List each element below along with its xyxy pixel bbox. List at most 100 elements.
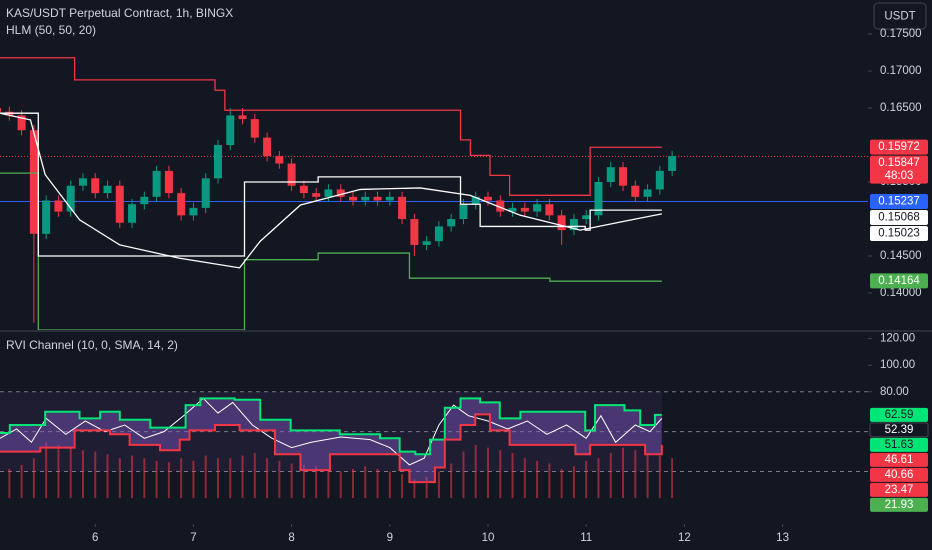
hlm-line [0,112,662,257]
price-label: 46.61 [885,454,914,466]
price-label: 0.15972 [878,141,920,153]
hlm-line [0,57,662,196]
histogram-bar [585,460,588,499]
candle-body [410,219,419,245]
histogram-bar [167,462,170,499]
x-tick-label: 12 [678,532,691,544]
candle-body [508,207,517,212]
candle-body [324,189,333,197]
price-label-box [870,407,928,422]
histogram-bar [376,468,379,499]
histogram-bar [523,458,526,499]
histogram-bar [671,458,674,499]
histogram-bar [327,468,330,499]
x-tick-label: 7 [190,532,196,544]
candle-body [213,145,222,179]
price-label: 0.14164 [878,275,920,287]
candle-body [631,185,640,197]
hlm-line [0,112,662,269]
histogram-bar [229,458,232,499]
histogram-bar [216,458,219,499]
y-tick-label: 0.17000 [880,65,922,77]
candle-body [189,207,198,216]
candle-body [275,156,284,164]
histogram-bar [315,466,318,499]
candle-body [668,156,677,171]
candle-body [348,196,357,201]
candle-body [226,115,235,146]
histogram-bar [180,458,183,499]
indicator-title: HLM (50, 50, 20) [6,23,96,37]
histogram-bar [20,464,23,499]
price-label-box [870,497,928,512]
candle-body [91,178,100,194]
candle-body [484,196,493,201]
candle-body [66,185,75,212]
price-label-box [870,437,928,452]
histogram-bar [425,476,428,499]
candle-body [545,204,554,216]
candle-body [152,170,161,197]
histogram-bar [487,447,490,499]
candle-body [287,163,296,186]
histogram-bar [94,451,97,499]
y-tick-label: 0.16500 [880,102,922,114]
histogram-bar [155,460,158,499]
price-label: 51.63 [885,439,914,451]
candle-body [520,207,529,212]
histogram-bar [290,463,293,499]
hlm-line [0,172,662,330]
price-label-box [870,467,928,482]
candle-body [250,119,259,138]
x-tick-label: 13 [776,532,789,544]
histogram-bar [622,447,625,499]
y-tick-label: 0.14500 [880,250,922,262]
currency-button[interactable] [873,2,927,30]
histogram-bar [401,474,404,499]
price-label-box [869,422,929,438]
histogram-bar [57,444,60,499]
candle-body [42,200,51,234]
candle-body [361,196,370,201]
histogram-bar [32,458,35,499]
histogram-bar [192,460,195,499]
candle-body [263,137,272,157]
candle-body [643,189,652,197]
y-tick-label: 120.00 [880,333,915,345]
histogram-bar [634,450,637,499]
histogram-bar [413,479,416,499]
candle-body [496,200,505,212]
candle-body [29,130,38,234]
histogram-bar [462,451,465,499]
histogram-bar [339,471,342,499]
candle-body [385,196,394,201]
candle-body [54,200,63,212]
candle-body [177,193,186,216]
candle-body [606,167,615,183]
histogram-bar [364,466,367,499]
candle-body [434,226,443,242]
x-tick-label: 8 [288,532,294,544]
candle-body [398,196,407,220]
price-label-box [870,482,928,497]
price-label: 23.47 [885,484,914,496]
x-tick-label: 11 [580,532,592,544]
candle-body [299,185,308,194]
candle-body [655,170,664,190]
candle-body [238,115,247,120]
histogram-bar [131,455,134,499]
upper-band [0,397,662,456]
histogram-bar [597,458,600,499]
histogram-bar [548,463,551,499]
channel-fill [0,398,662,483]
price-label: 0.15847 [878,157,920,169]
price-label-box [870,225,928,241]
histogram-bar [69,447,72,499]
price-label: 21.93 [885,499,914,511]
histogram-bar [143,458,146,499]
histogram-bar [8,468,11,499]
currency-label[interactable]: USDT [884,11,915,23]
candle-body [447,219,456,227]
